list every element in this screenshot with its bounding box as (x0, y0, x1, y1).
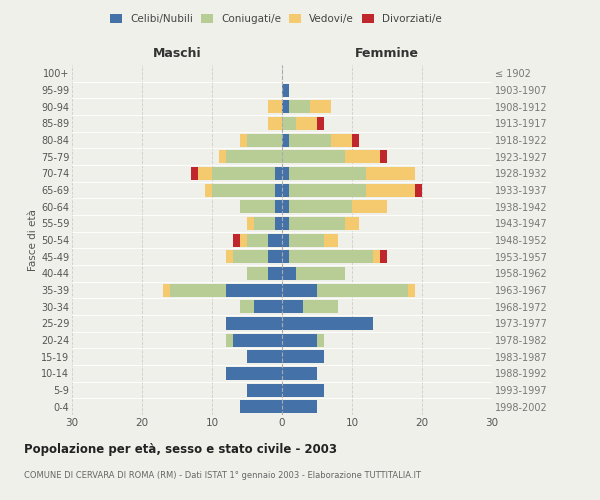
Bar (282, 317, 373, 330)
Bar (226, 284, 282, 296)
Bar (317, 284, 408, 296)
Bar (247, 350, 282, 363)
Bar (247, 234, 268, 246)
Bar (268, 250, 282, 263)
Bar (296, 267, 345, 280)
Bar (191, 167, 198, 180)
Bar (226, 250, 233, 263)
Bar (380, 150, 387, 163)
Bar (282, 250, 289, 263)
Bar (247, 267, 268, 280)
Bar (282, 200, 289, 213)
Bar (268, 267, 282, 280)
Bar (282, 267, 296, 280)
Bar (254, 217, 275, 230)
Bar (331, 134, 352, 146)
Bar (240, 200, 275, 213)
Bar (282, 217, 289, 230)
Bar (366, 184, 415, 196)
Bar (282, 84, 289, 96)
Bar (282, 134, 289, 146)
Bar (198, 167, 212, 180)
Bar (240, 400, 282, 413)
Bar (282, 234, 289, 246)
Bar (275, 200, 282, 213)
Bar (233, 234, 240, 246)
Bar (268, 234, 282, 246)
Bar (282, 117, 296, 130)
Bar (282, 184, 289, 196)
Y-axis label: Fasce di età: Fasce di età (28, 209, 38, 271)
Text: COMUNE DI CERVARA DI ROMA (RM) - Dati ISTAT 1° gennaio 2003 - Elaborazione TUTTI: COMUNE DI CERVARA DI ROMA (RM) - Dati IS… (24, 471, 421, 480)
Bar (163, 284, 170, 296)
Bar (275, 217, 282, 230)
Text: Maschi: Maschi (152, 47, 202, 60)
Bar (233, 250, 268, 263)
Bar (282, 400, 317, 413)
Bar (247, 217, 254, 230)
Bar (282, 167, 289, 180)
Bar (282, 334, 317, 346)
Bar (240, 234, 247, 246)
Bar (170, 284, 226, 296)
Bar (317, 117, 324, 130)
Legend: Celibi/Nubili, Coniugati/e, Vedovi/e, Divorziati/e: Celibi/Nubili, Coniugati/e, Vedovi/e, Di… (106, 10, 446, 29)
Bar (289, 167, 366, 180)
Bar (240, 134, 247, 146)
Bar (296, 117, 317, 130)
Bar (289, 100, 310, 113)
Bar (226, 334, 233, 346)
Text: Femmine: Femmine (355, 47, 419, 60)
Bar (268, 100, 282, 113)
Bar (240, 300, 254, 313)
Bar (345, 217, 359, 230)
Bar (289, 250, 373, 263)
Bar (247, 384, 282, 396)
Bar (233, 334, 282, 346)
Bar (415, 184, 422, 196)
Bar (282, 350, 324, 363)
Bar (303, 300, 338, 313)
Bar (282, 100, 289, 113)
Bar (226, 367, 282, 380)
Bar (282, 367, 317, 380)
Bar (282, 284, 317, 296)
Bar (289, 234, 324, 246)
Bar (282, 384, 324, 396)
Bar (408, 284, 415, 296)
Text: Popolazione per età, sesso e stato civile - 2003: Popolazione per età, sesso e stato civil… (24, 442, 337, 456)
Bar (352, 134, 359, 146)
Bar (282, 300, 303, 313)
Bar (352, 200, 387, 213)
Bar (275, 167, 282, 180)
Bar (268, 117, 282, 130)
Bar (366, 167, 415, 180)
Bar (289, 217, 345, 230)
Bar (247, 134, 282, 146)
Bar (212, 184, 275, 196)
Bar (254, 300, 282, 313)
Bar (205, 184, 212, 196)
Bar (226, 317, 282, 330)
Bar (289, 184, 366, 196)
Bar (226, 150, 282, 163)
Bar (219, 150, 226, 163)
Bar (345, 150, 380, 163)
Bar (289, 134, 331, 146)
Bar (275, 184, 282, 196)
Bar (289, 200, 352, 213)
Bar (282, 150, 345, 163)
Bar (373, 250, 380, 263)
Bar (310, 100, 331, 113)
Bar (212, 167, 275, 180)
Bar (324, 234, 338, 246)
Bar (380, 250, 387, 263)
Bar (317, 334, 324, 346)
